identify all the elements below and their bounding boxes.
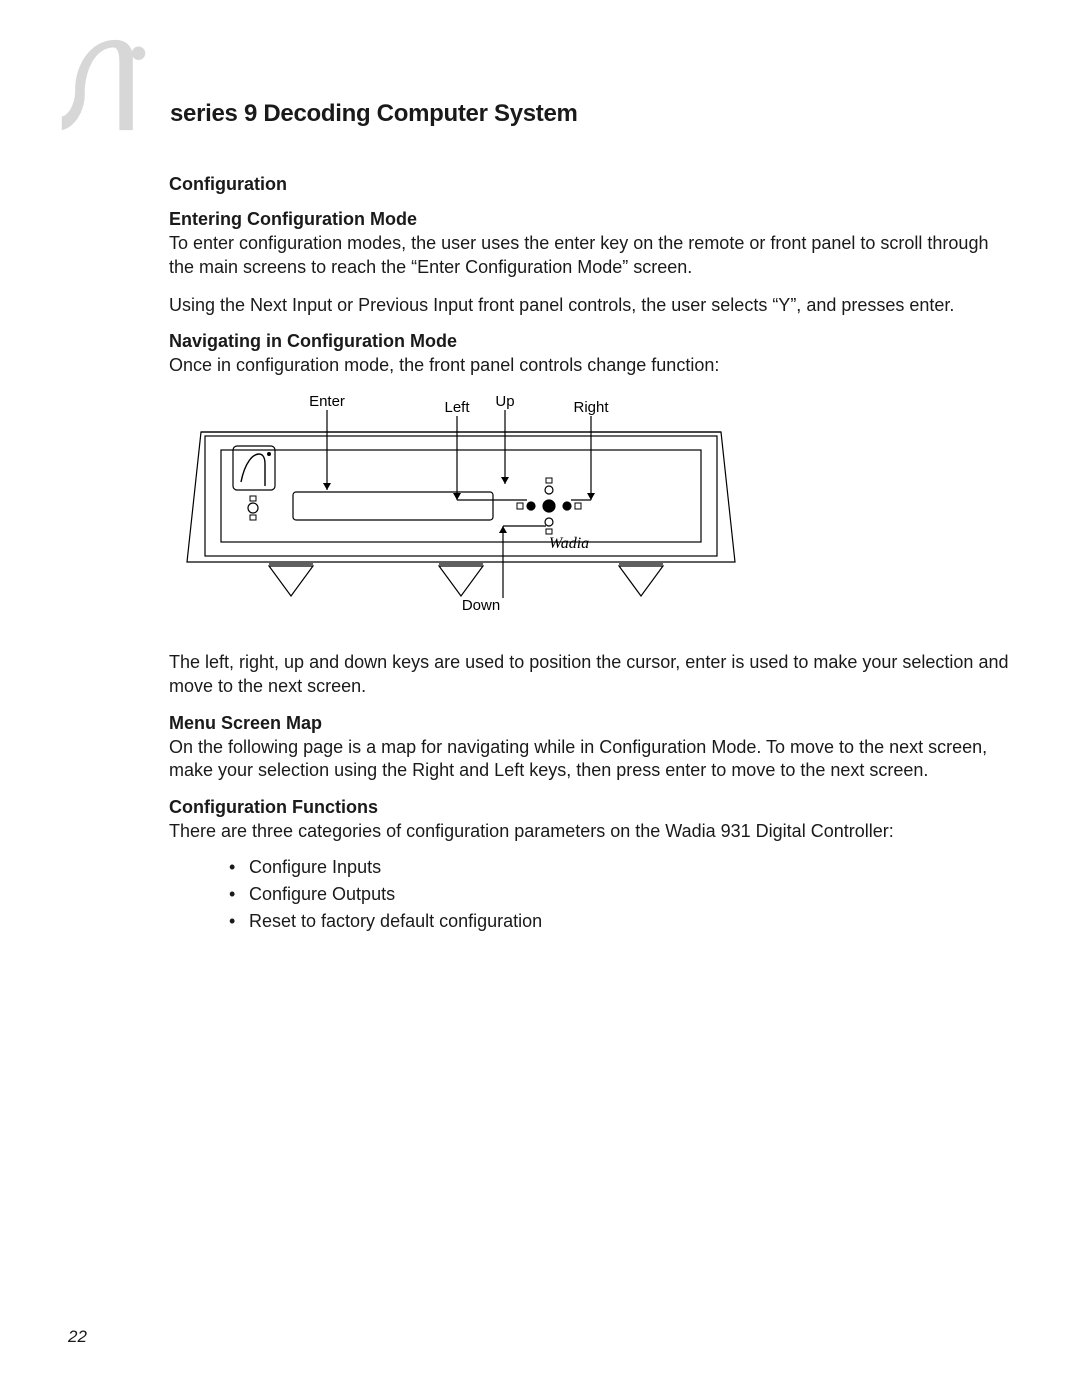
section-menumap-heading: Menu Screen Map bbox=[169, 713, 1009, 734]
section-functions-intro: There are three categories of configurat… bbox=[169, 820, 1009, 844]
section-configuration-heading: Configuration bbox=[169, 174, 1009, 195]
page-title: series 9 Decoding Computer System bbox=[170, 100, 578, 128]
svg-text:Down: Down bbox=[462, 597, 500, 614]
section-functions-heading: Configuration Functions bbox=[169, 797, 1009, 818]
svg-text:Wadia: Wadia bbox=[549, 535, 589, 552]
svg-text:Right: Right bbox=[573, 399, 609, 416]
svg-text:Up: Up bbox=[495, 393, 514, 410]
section-entering-heading: Entering Configuration Mode bbox=[169, 209, 1009, 230]
list-item: Configure Inputs bbox=[249, 854, 1009, 881]
svg-text:Left: Left bbox=[444, 399, 470, 416]
page-number: 22 bbox=[68, 1327, 87, 1347]
svg-text:Enter: Enter bbox=[309, 393, 345, 410]
section-navigating-p2: The left, right, up and down keys are us… bbox=[169, 651, 1009, 699]
section-navigating-p1: Once in configuration mode, the front pa… bbox=[169, 354, 1009, 378]
functions-list: Configure Inputs Configure Outputs Reset… bbox=[209, 854, 1009, 935]
brand-logo-icon bbox=[56, 36, 152, 132]
section-navigating-heading: Navigating in Configuration Mode bbox=[169, 331, 1009, 352]
section-entering-p1: To enter configuration modes, the user u… bbox=[169, 232, 1009, 280]
section-menumap-p1: On the following page is a map for navig… bbox=[169, 736, 1009, 784]
section-entering-p2: Using the Next Input or Previous Input f… bbox=[169, 294, 1009, 318]
list-item: Configure Outputs bbox=[249, 881, 1009, 908]
front-panel-diagram: Wadia Enter Left Up Right Down bbox=[181, 392, 1009, 627]
list-item: Reset to factory default configuration bbox=[249, 908, 1009, 935]
